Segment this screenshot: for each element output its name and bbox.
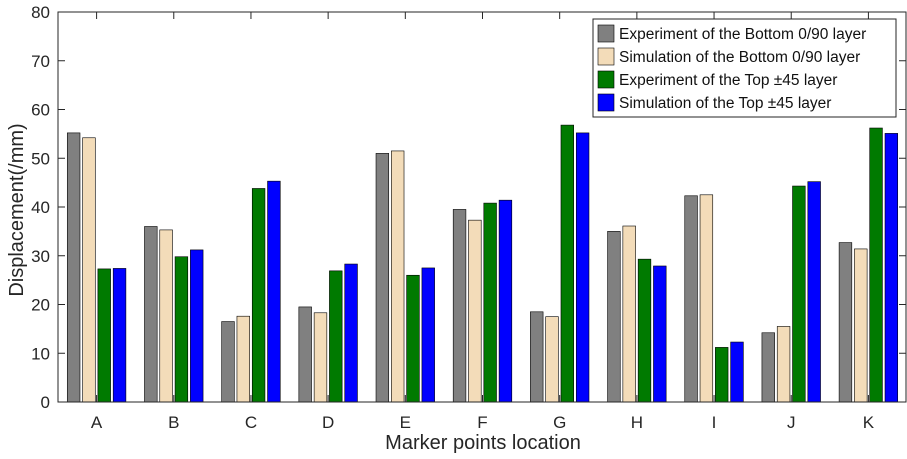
- bar-H-series-2: [622, 225, 636, 403]
- legend-swatch-1: [597, 24, 615, 43]
- bar-J-series-4: [807, 181, 821, 403]
- legend-swatch-3: [597, 70, 615, 89]
- bar-B-series-4: [190, 249, 204, 403]
- bar-A-series-3: [97, 268, 111, 403]
- bar-F-series-3: [483, 202, 497, 403]
- y-tick-label: 70: [31, 52, 50, 71]
- legend-swatch-4: [597, 93, 615, 112]
- bar-K-series-3: [869, 127, 883, 403]
- bar-H-series-3: [637, 258, 652, 403]
- bar-I-series-3: [715, 347, 729, 403]
- bar-G-series-4: [575, 132, 590, 403]
- legend-label-2: Simulation of the Bottom 0/90 layer: [619, 49, 860, 66]
- bar-A-series-4: [112, 268, 127, 403]
- x-tick-label-G: G: [553, 413, 566, 432]
- x-tick-label-C: C: [245, 413, 257, 432]
- bar-E-series-2: [391, 150, 405, 403]
- legend-label-1: Experiment of the Bottom 0/90 layer: [619, 26, 866, 43]
- bar-B-series-3: [174, 256, 189, 403]
- bar-G-series-2: [545, 316, 559, 403]
- y-tick-label: 60: [31, 101, 50, 120]
- legend-box: [592, 18, 897, 118]
- x-tick-label-K: K: [863, 413, 875, 432]
- x-tick-label-D: D: [322, 413, 334, 432]
- y-tick-label: 0: [41, 393, 50, 412]
- bar-I-series-4: [730, 341, 744, 403]
- legend: Experiment of the Bottom 0/90 layer Simul…: [592, 18, 897, 118]
- bar-G-series-3: [560, 124, 574, 403]
- bar-G-series-1: [530, 311, 544, 403]
- y-tick-label: 80: [31, 3, 50, 22]
- bar-C-series-3: [251, 188, 266, 403]
- x-tick-label-I: I: [712, 413, 717, 432]
- bar-D-series-4: [344, 263, 358, 403]
- bar-J-series-2: [776, 326, 791, 403]
- bar-F-series-2: [468, 219, 482, 403]
- axes-group: 0 10 20 30 40 50 60 70 80 A B C D E F G H I J K: [31, 3, 907, 432]
- bar-C-series-4: [267, 180, 281, 403]
- bar-J-series-3: [792, 185, 806, 403]
- legend-label-3: Experiment of the Top ±45 layer: [619, 72, 837, 89]
- bar-K-series-4: [884, 133, 899, 403]
- bar-C-series-2: [236, 315, 250, 403]
- x-tick-label-H: H: [631, 413, 643, 432]
- bar-E-series-1: [375, 153, 390, 403]
- bar-C-series-1: [221, 321, 235, 403]
- y-tick-label: 40: [31, 198, 50, 217]
- y-axis-title: Displacement(/mm): [6, 123, 28, 296]
- bar-D-series-1: [298, 306, 312, 403]
- y-tick-label: 20: [31, 296, 50, 315]
- bars-group: [66, 124, 899, 403]
- bar-K-series-2: [854, 248, 868, 403]
- bar-F-series-4: [498, 199, 513, 403]
- bar-F-series-1: [452, 209, 467, 403]
- bar-B-series-2: [159, 229, 173, 403]
- bar-B-series-1: [144, 226, 158, 403]
- bar-H-series-1: [607, 231, 621, 403]
- x-tick-label-E: E: [400, 413, 411, 432]
- legend-swatch-2: [597, 47, 615, 66]
- legend-label-4: Simulation of the Top ±45 layer: [619, 95, 831, 112]
- x-tick-label-A: A: [91, 413, 103, 432]
- x-tick-label-F: F: [477, 413, 487, 432]
- y-tick-label: 10: [31, 344, 50, 363]
- bar-E-series-4: [421, 267, 435, 403]
- x-tick-label-B: B: [168, 413, 179, 432]
- bar-I-series-2: [699, 194, 714, 403]
- x-tick-label-J: J: [787, 413, 796, 432]
- bar-A-series-2: [82, 137, 96, 403]
- y-tick-label: 30: [31, 247, 50, 266]
- bar-K-series-1: [838, 242, 853, 403]
- bar-A-series-1: [66, 132, 81, 403]
- bar-E-series-3: [406, 274, 420, 403]
- bar-D-series-2: [313, 312, 328, 403]
- bar-I-series-1: [684, 195, 698, 403]
- x-axis-title: Marker points location: [385, 432, 581, 454]
- bar-H-series-4: [653, 265, 667, 403]
- y-tick-label: 50: [31, 149, 50, 168]
- bar-J-series-1: [761, 332, 775, 403]
- bar-D-series-3: [329, 270, 343, 403]
